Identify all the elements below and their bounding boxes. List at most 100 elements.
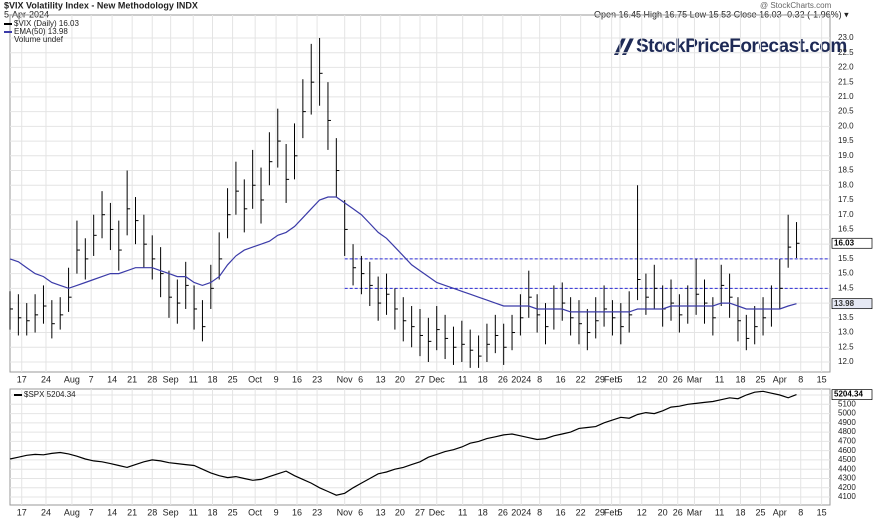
x-tick-label: Dec (429, 374, 446, 384)
x-tick-label: 17 (17, 507, 27, 517)
x-tick-label: 8 (798, 507, 803, 517)
y-tick-label: 4100 (838, 492, 856, 501)
x-tick-label: Apr (773, 374, 787, 384)
x-tick-label: 24 (41, 507, 51, 517)
x-tick-label: 20 (395, 374, 405, 384)
x-tick-label: 29 (595, 374, 605, 384)
x-tick-label: 13 (376, 507, 386, 517)
x-tick-label: 17 (17, 374, 27, 384)
x-tick-label: 9 (274, 507, 279, 517)
legend-label: EMA(50) 13.98 (14, 27, 68, 36)
y-tick-label: 17.0 (838, 210, 854, 219)
x-tick-label: 2024 (511, 374, 531, 384)
y-tick-label: 21.5 (838, 77, 854, 86)
x-tick-label: 7 (89, 374, 94, 384)
x-tick-label: 7 (89, 507, 94, 517)
x-tick-label: Oct (248, 374, 263, 384)
y-tick-label: 14.5 (838, 283, 854, 292)
x-tick-label: 15 (817, 374, 827, 384)
y-tick-label: 18.5 (838, 166, 854, 175)
x-tick-label: 23 (312, 374, 322, 384)
x-tick-label: 9 (274, 374, 279, 384)
last-value-label: 5204.34 (834, 390, 863, 399)
y-tick-label: 18.0 (838, 180, 854, 189)
y-tick-label: 4200 (838, 483, 856, 492)
x-tick-label: 11 (458, 507, 467, 517)
x-tick-label: 20 (658, 374, 668, 384)
x-tick-label: 14 (107, 507, 117, 517)
y-tick-label: 13.0 (838, 328, 854, 337)
x-tick-label: 18 (207, 374, 217, 384)
x-tick-label: Sep (163, 374, 179, 384)
x-tick-label: Nov (337, 374, 354, 384)
y-tick-label: 12.0 (838, 357, 854, 366)
x-tick-label: 14 (107, 374, 117, 384)
legend-label: $SPX 5204.34 (24, 390, 76, 399)
date: 5-Apr-2024 (4, 9, 49, 19)
x-tick-label: 13 (376, 374, 386, 384)
y-tick-label: 20.5 (838, 107, 854, 116)
y-tick-label: 15.5 (838, 254, 854, 263)
x-tick-label: 26 (498, 374, 508, 384)
x-tick-label: 25 (756, 374, 766, 384)
legend-label: Volume undef (14, 35, 64, 44)
x-tick-label: 24 (41, 374, 51, 384)
x-tick-label: 6 (358, 507, 363, 517)
x-tick-label: 16 (292, 507, 302, 517)
x-tick-label: Sep (163, 507, 179, 517)
y-tick-label: 4900 (838, 418, 856, 427)
x-tick-label: 26 (673, 374, 683, 384)
y-tick-label: 4800 (838, 427, 856, 436)
x-tick-label: 6 (358, 374, 363, 384)
series-line (9, 390, 797, 496)
y-tick-label: 12.5 (838, 342, 854, 351)
x-tick-label: 5 (617, 507, 622, 517)
y-tick-label: 20.0 (838, 121, 854, 130)
x-tick-label: 16 (556, 374, 566, 384)
x-tick-label: 22 (576, 507, 586, 517)
y-tick-label: 13.5 (838, 313, 854, 322)
x-tick-label: 20 (395, 507, 405, 517)
series-line (9, 196, 797, 313)
x-tick-label: Dec (429, 507, 446, 517)
x-tick-label: Nov (337, 507, 354, 517)
x-tick-label: 8 (537, 507, 542, 517)
x-tick-label: 25 (228, 374, 238, 384)
last-value-box (831, 298, 873, 310)
legend-label: $VIX (Daily) 16.03 (14, 19, 79, 28)
x-tick-label: 21 (127, 507, 137, 517)
chart-title: $VIX Volatility Index - New Methodology … (4, 0, 198, 10)
y-tick-label: 4700 (838, 436, 856, 445)
x-tick-label: 27 (415, 374, 425, 384)
x-tick-label: Feb (604, 507, 620, 517)
y-tick-label: 4600 (838, 446, 856, 455)
x-tick-label: 15 (817, 507, 827, 517)
x-tick-label: 28 (147, 374, 157, 384)
x-tick-label: 23 (312, 507, 322, 517)
x-tick-label: 8 (798, 374, 803, 384)
x-tick-label: 25 (228, 507, 238, 517)
x-tick-label: 11 (715, 507, 724, 517)
quote: Open 16.45 High 16.75 Low 15.53 Close 16… (594, 9, 849, 19)
y-tick-label: 23.0 (838, 33, 854, 42)
x-tick-label: 29 (595, 507, 605, 517)
y-tick-label: 15.0 (838, 269, 854, 278)
x-tick-label: 11 (189, 374, 198, 384)
logo-icon (614, 38, 634, 55)
last-value-box (831, 389, 873, 400)
y-tick-label: 4300 (838, 474, 856, 483)
x-tick-label: 18 (478, 507, 488, 517)
x-tick-label: Mar (687, 507, 703, 517)
x-tick-label: 28 (147, 507, 157, 517)
x-tick-label: 16 (556, 507, 566, 517)
x-tick-label: 11 (189, 507, 198, 517)
x-tick-label: 12 (637, 507, 647, 517)
x-tick-label: 26 (673, 507, 683, 517)
y-tick-label: 19.5 (838, 136, 854, 145)
x-tick-label: Feb (604, 374, 620, 384)
x-tick-label: Aug (64, 374, 80, 384)
source: @ StockCharts.com (760, 1, 832, 10)
x-tick-label: 12 (637, 374, 647, 384)
x-tick-label: 22 (576, 374, 586, 384)
x-tick-label: 26 (498, 507, 508, 517)
